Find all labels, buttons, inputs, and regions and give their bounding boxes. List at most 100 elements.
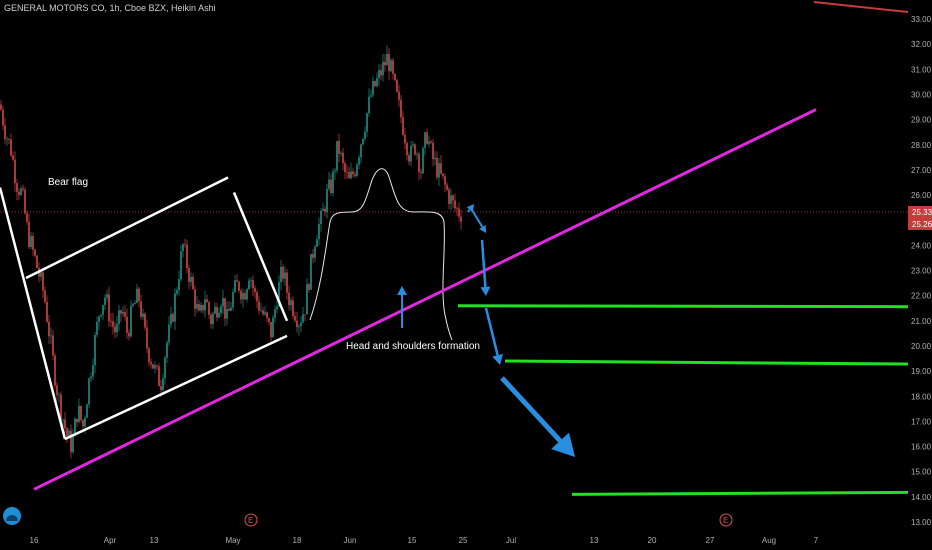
- candle-body: [176, 290, 178, 294]
- y-tick-label: 31.00: [911, 65, 932, 74]
- candle-body: [160, 386, 162, 390]
- earnings-marker[interactable]: E: [719, 513, 733, 527]
- bear-flag-channel: [0, 176, 289, 441]
- candle-body: [226, 308, 228, 319]
- candle-body: [100, 314, 102, 317]
- candle-body: [166, 342, 168, 358]
- x-tick-label: 13: [590, 536, 599, 545]
- bear-flag-label: Bear flag: [48, 177, 88, 188]
- candle-body: [246, 289, 248, 300]
- y-tick-label: 30.00: [911, 90, 932, 99]
- candle-body: [250, 280, 252, 281]
- candle-body: [454, 200, 456, 209]
- candle-body: [6, 138, 8, 140]
- candle-body: [320, 210, 322, 225]
- candlestick-series: [0, 45, 462, 459]
- y-tick-label: 15.00: [911, 468, 932, 477]
- y-tick-label: 14.00: [911, 493, 932, 502]
- support-level-line: [457, 304, 909, 309]
- candle-body: [326, 188, 328, 212]
- candle-body: [90, 376, 92, 379]
- candle-body: [48, 321, 50, 337]
- candle-body: [370, 95, 372, 97]
- candle-body: [42, 272, 44, 291]
- candle-body: [420, 171, 422, 173]
- candle-body: [274, 309, 276, 318]
- candle-body: [60, 394, 62, 421]
- candle-body: [232, 291, 234, 308]
- candle-body: [266, 312, 268, 319]
- earnings-marker[interactable]: E: [244, 513, 258, 527]
- candle-body: [80, 405, 82, 420]
- candle-body: [174, 293, 176, 322]
- candle-body: [150, 361, 152, 365]
- candle-body: [330, 179, 332, 193]
- candle-body: [366, 113, 368, 132]
- candle-body: [342, 152, 344, 164]
- candle-body: [408, 155, 410, 162]
- candle-body: [22, 188, 24, 190]
- candle-body: [248, 280, 250, 290]
- candle-body: [184, 244, 186, 246]
- candle-body: [162, 378, 164, 390]
- candle-body: [414, 144, 416, 155]
- candle-body: [338, 140, 340, 154]
- candle-body: [336, 140, 338, 171]
- candle-body: [0, 104, 2, 110]
- candle-body: [372, 81, 374, 96]
- candle-body: [138, 288, 140, 302]
- candle-body: [46, 301, 48, 322]
- candle-body: [264, 312, 266, 315]
- candle-body: [416, 153, 418, 155]
- candle-body: [308, 284, 310, 290]
- candle-body: [28, 221, 30, 248]
- price-axis[interactable]: 33.00 32.00 31.00 30.00 29.00 28.00 27.00 26.00…: [911, 15, 932, 527]
- candle-body: [262, 310, 264, 315]
- candle-body: [118, 310, 120, 324]
- price-tag-second: 25.26: [908, 218, 932, 230]
- y-tick-label: 32.00: [911, 40, 932, 49]
- candle-body: [106, 294, 108, 298]
- x-tick-label: Apr: [104, 536, 117, 545]
- arrow-icon: [551, 432, 575, 457]
- candle-body: [460, 216, 462, 222]
- candle-body: [360, 144, 362, 158]
- time-axis[interactable]: 16 Apr 13 May 18 Jun 15 25 Jul 13 20 27 Aug 7: [30, 536, 819, 545]
- candle-body: [334, 170, 336, 172]
- x-tick-label: Jun: [344, 536, 357, 545]
- candle-body: [418, 153, 420, 172]
- candle-body: [178, 279, 180, 291]
- candle-body: [276, 306, 278, 310]
- candle-body: [406, 143, 408, 156]
- candle-body: [154, 365, 156, 369]
- candle-body: [310, 254, 312, 290]
- candle-body: [104, 297, 106, 306]
- big-down-arrow: [500, 376, 562, 443]
- candle-body: [214, 306, 216, 314]
- y-tick-label: 17.00: [911, 417, 932, 426]
- candle-body: [72, 436, 74, 453]
- x-tick-label: 15: [408, 536, 417, 545]
- candle-body: [230, 307, 232, 311]
- candle-body: [348, 172, 350, 179]
- y-tick-label: 18.00: [911, 392, 932, 401]
- candle-body: [182, 244, 184, 252]
- y-tick-label: 22.00: [911, 292, 932, 301]
- candle-body: [2, 109, 4, 126]
- candle-body: [78, 405, 80, 423]
- candle-body: [412, 144, 414, 146]
- candle-body: [218, 312, 220, 318]
- tradingview-cloud-icon[interactable]: [3, 507, 21, 525]
- candle-body: [84, 417, 86, 427]
- candle-body: [64, 419, 66, 429]
- candle-body: [76, 418, 78, 423]
- candle-body: [354, 174, 356, 176]
- candle-body: [284, 272, 286, 279]
- candle-body: [378, 70, 380, 79]
- arrow-icon: [480, 286, 491, 296]
- candle-body: [350, 171, 352, 179]
- candle-body: [8, 138, 10, 140]
- bear-flag-upper-line: [25, 176, 229, 280]
- candle-body: [430, 141, 432, 143]
